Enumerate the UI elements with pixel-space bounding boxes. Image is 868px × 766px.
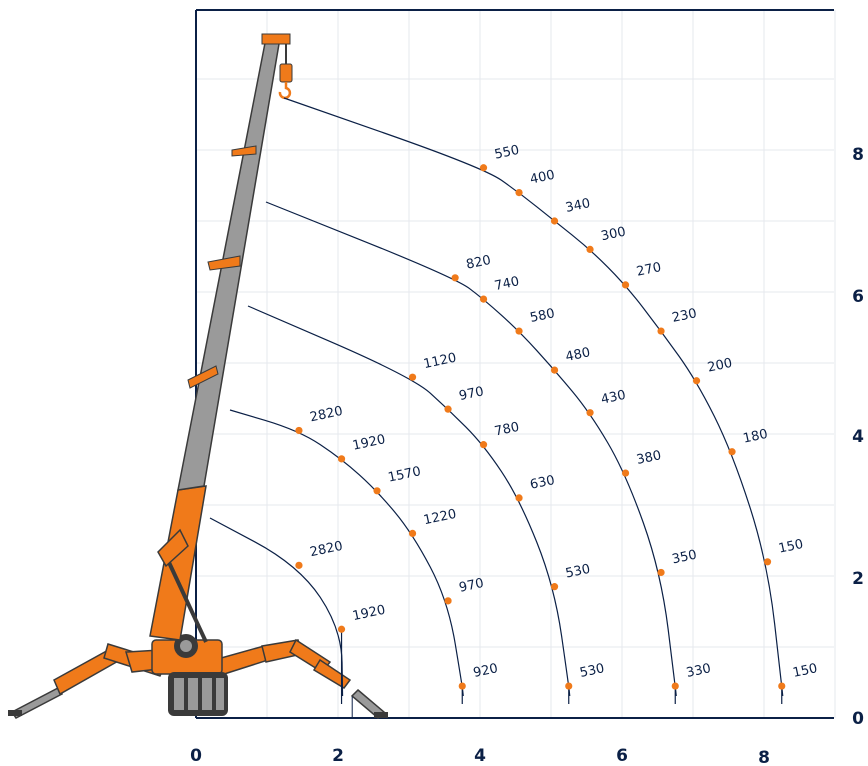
- load-point: [657, 327, 665, 335]
- load-point: [515, 189, 523, 197]
- load-label: 820: [465, 253, 492, 273]
- y-tick-label: 4: [852, 427, 864, 447]
- load-label: 330: [685, 661, 712, 681]
- load-point: [586, 409, 594, 417]
- load-label: 970: [458, 384, 485, 404]
- load-label: 230: [671, 306, 698, 326]
- load-arc: [229, 409, 464, 697]
- load-point: [337, 625, 346, 633]
- y-tick-label: 0: [852, 709, 864, 729]
- x-tick-label: 8: [758, 748, 770, 766]
- x-axis-ticks: 0 2 4 6 8: [190, 746, 770, 766]
- load-point: [728, 448, 736, 456]
- crane-boom-upper: [177, 33, 291, 491]
- load-point: [692, 377, 701, 385]
- load-arc: [209, 517, 344, 697]
- load-point: [479, 164, 488, 172]
- load-label: 1570: [387, 464, 422, 486]
- load-point: [451, 274, 459, 282]
- load-label: 1920: [351, 603, 386, 625]
- load-point: [550, 366, 559, 374]
- load-labels: 2820192028201920157012209709201120970780…: [309, 143, 819, 681]
- load-point: [444, 405, 452, 413]
- load-label: 920: [472, 661, 499, 681]
- crane-base: [151, 634, 228, 716]
- load-point: [657, 568, 665, 577]
- y-tick-label: 6: [852, 287, 864, 307]
- load-point: [479, 441, 488, 449]
- load-label: 380: [635, 448, 662, 468]
- load-label: 270: [635, 260, 662, 280]
- load-point: [479, 295, 488, 303]
- load-label: 630: [529, 473, 556, 493]
- load-label: 180: [742, 427, 769, 447]
- load-label: 480: [564, 345, 591, 365]
- load-label: 1920: [351, 432, 386, 454]
- load-label: 400: [529, 168, 556, 188]
- load-point: [621, 281, 630, 289]
- load-point: [671, 682, 679, 690]
- load-points: [295, 164, 786, 690]
- load-point: [778, 682, 786, 690]
- load-point: [550, 583, 559, 591]
- load-label: 150: [791, 661, 818, 681]
- load-label: 1220: [422, 507, 457, 529]
- load-label: 340: [564, 196, 591, 216]
- load-label: 740: [493, 274, 520, 294]
- crane-illustration: [8, 33, 388, 720]
- load-point: [565, 682, 573, 690]
- load-label: 300: [600, 224, 627, 244]
- load-point: [763, 558, 772, 566]
- load-point: [408, 373, 417, 381]
- load-point: [408, 529, 417, 538]
- grid-lines: [196, 10, 836, 718]
- y-tick-label: 2: [852, 569, 864, 589]
- load-point: [621, 469, 630, 477]
- load-label: 200: [706, 356, 733, 376]
- crane-right-front-outrigger: [213, 639, 303, 677]
- load-point: [515, 327, 523, 335]
- chart-frame: [195, 9, 834, 719]
- load-point: [586, 245, 594, 253]
- load-label: 2820: [309, 539, 344, 561]
- load-arc: [283, 97, 784, 697]
- x-tick-label: 0: [190, 746, 202, 766]
- load-point: [295, 426, 303, 435]
- y-tick-label: 8: [852, 145, 864, 165]
- load-point: [550, 217, 559, 225]
- load-label: 530: [578, 661, 605, 681]
- load-point: [458, 682, 466, 690]
- load-label: 580: [529, 306, 556, 326]
- load-label: 350: [671, 548, 698, 568]
- load-label: 970: [458, 576, 485, 596]
- x-tick-label: 2: [332, 746, 344, 766]
- load-label: 2820: [309, 404, 344, 426]
- load-arcs: [209, 97, 784, 718]
- load-point: [295, 561, 303, 569]
- x-tick-label: 6: [616, 746, 628, 766]
- load-point: [515, 494, 523, 502]
- load-label: 550: [493, 143, 520, 163]
- load-point: [337, 455, 346, 463]
- load-label: 430: [600, 388, 627, 408]
- load-point: [373, 487, 381, 495]
- crane-right-rear-outrigger: [289, 638, 388, 720]
- crane-boom-lower: [149, 485, 208, 643]
- crane-hook: [278, 44, 293, 100]
- y-axis-ticks: 0 2 4 6 8: [852, 145, 864, 729]
- load-label: 530: [564, 562, 591, 582]
- load-label: 150: [777, 537, 804, 557]
- load-label: 780: [493, 420, 520, 440]
- x-tick-label: 4: [474, 746, 486, 766]
- load-label: 1120: [422, 351, 457, 373]
- load-point: [444, 597, 452, 605]
